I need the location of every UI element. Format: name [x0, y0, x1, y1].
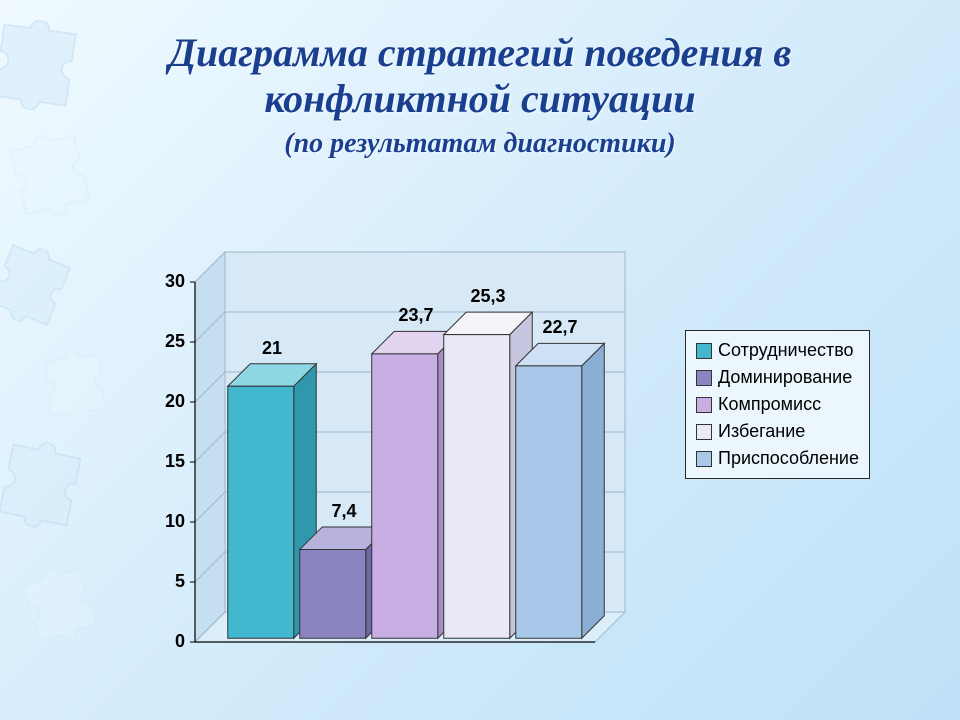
bar-value-label: 22,7 — [542, 317, 577, 338]
chart-title: Диаграмма стратегий поведения в конфликт… — [0, 30, 960, 160]
legend-label: Избегание — [718, 418, 805, 445]
legend-swatch — [696, 451, 712, 467]
legend-swatch — [696, 343, 712, 359]
legend-swatch — [696, 370, 712, 386]
bar-value-label: 23,7 — [398, 305, 433, 326]
y-tick-label: 5 — [140, 571, 185, 592]
legend-swatch — [696, 397, 712, 413]
chart-plot — [170, 240, 640, 650]
title-subtitle: (по результатам диагностики) — [0, 128, 960, 160]
bar-value-label: 7,4 — [331, 501, 356, 522]
puzzle-icon — [0, 235, 80, 335]
legend-label: Сотрудничество — [718, 337, 854, 364]
title-line-2: конфликтной ситуации — [0, 76, 960, 122]
y-tick-label: 20 — [140, 391, 185, 412]
chart-legend: СотрудничествоДоминированиеКомпромиссИзб… — [685, 330, 870, 479]
puzzle-icon — [0, 434, 91, 535]
bar-value-label: 21 — [262, 338, 282, 359]
slide: Диаграмма стратегий поведения в конфликт… — [0, 0, 960, 720]
y-tick-label: 0 — [140, 631, 185, 652]
legend-label: Доминирование — [718, 364, 852, 391]
legend-label: Приспособление — [718, 445, 859, 472]
legend-item: Избегание — [696, 418, 859, 445]
legend-item: Компромисс — [696, 391, 859, 418]
y-tick-label: 30 — [140, 271, 185, 292]
y-tick-label: 10 — [140, 511, 185, 532]
title-line-1: Диаграмма стратегий поведения в — [0, 30, 960, 76]
y-tick-label: 25 — [140, 331, 185, 352]
bar-chart: СотрудничествоДоминированиеКомпромиссИзб… — [110, 235, 870, 665]
puzzle-icon — [38, 348, 112, 422]
legend-item: Сотрудничество — [696, 337, 859, 364]
legend-label: Компромисс — [718, 391, 821, 418]
legend-item: Приспособление — [696, 445, 859, 472]
legend-item: Доминирование — [696, 364, 859, 391]
bar-value-label: 25,3 — [470, 286, 505, 307]
puzzle-icon — [15, 560, 106, 651]
y-tick-label: 15 — [140, 451, 185, 472]
legend-swatch — [696, 424, 712, 440]
